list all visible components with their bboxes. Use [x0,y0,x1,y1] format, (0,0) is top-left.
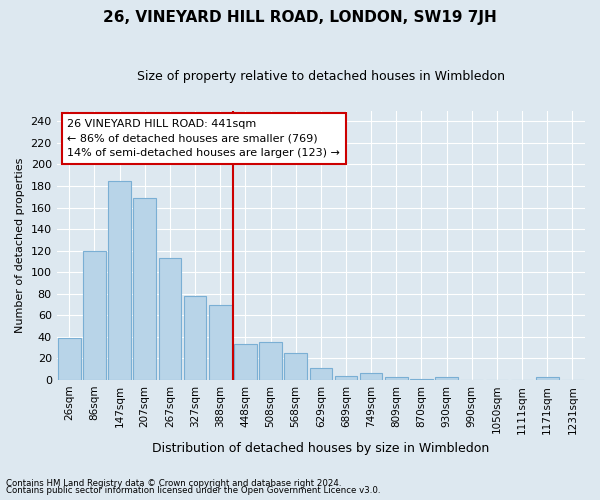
Text: 26 VINEYARD HILL ROAD: 441sqm
← 86% of detached houses are smaller (769)
14% of : 26 VINEYARD HILL ROAD: 441sqm ← 86% of d… [67,118,340,158]
Bar [209,304,232,380]
Title: Size of property relative to detached houses in Wimbledon: Size of property relative to detached ho… [137,70,505,83]
Text: 26, VINEYARD HILL ROAD, LONDON, SW19 7JH: 26, VINEYARD HILL ROAD, LONDON, SW19 7JH [103,10,497,25]
Text: Contains public sector information licensed under the Open Government Licence v3: Contains public sector information licen… [6,486,380,495]
Bar [259,342,282,380]
Bar [83,250,106,380]
Y-axis label: Number of detached properties: Number of detached properties [15,158,25,333]
Bar [108,180,131,380]
Bar [385,377,407,380]
Bar [133,198,156,380]
Bar [360,372,382,380]
Bar [184,296,206,380]
Bar [335,376,358,380]
Bar [58,338,80,380]
Bar [536,377,559,380]
Bar [310,368,332,380]
Bar [234,344,257,380]
Bar [158,258,181,380]
Bar [284,353,307,380]
Bar [410,379,433,380]
X-axis label: Distribution of detached houses by size in Wimbledon: Distribution of detached houses by size … [152,442,490,455]
Bar [436,377,458,380]
Text: Contains HM Land Registry data © Crown copyright and database right 2024.: Contains HM Land Registry data © Crown c… [6,478,341,488]
